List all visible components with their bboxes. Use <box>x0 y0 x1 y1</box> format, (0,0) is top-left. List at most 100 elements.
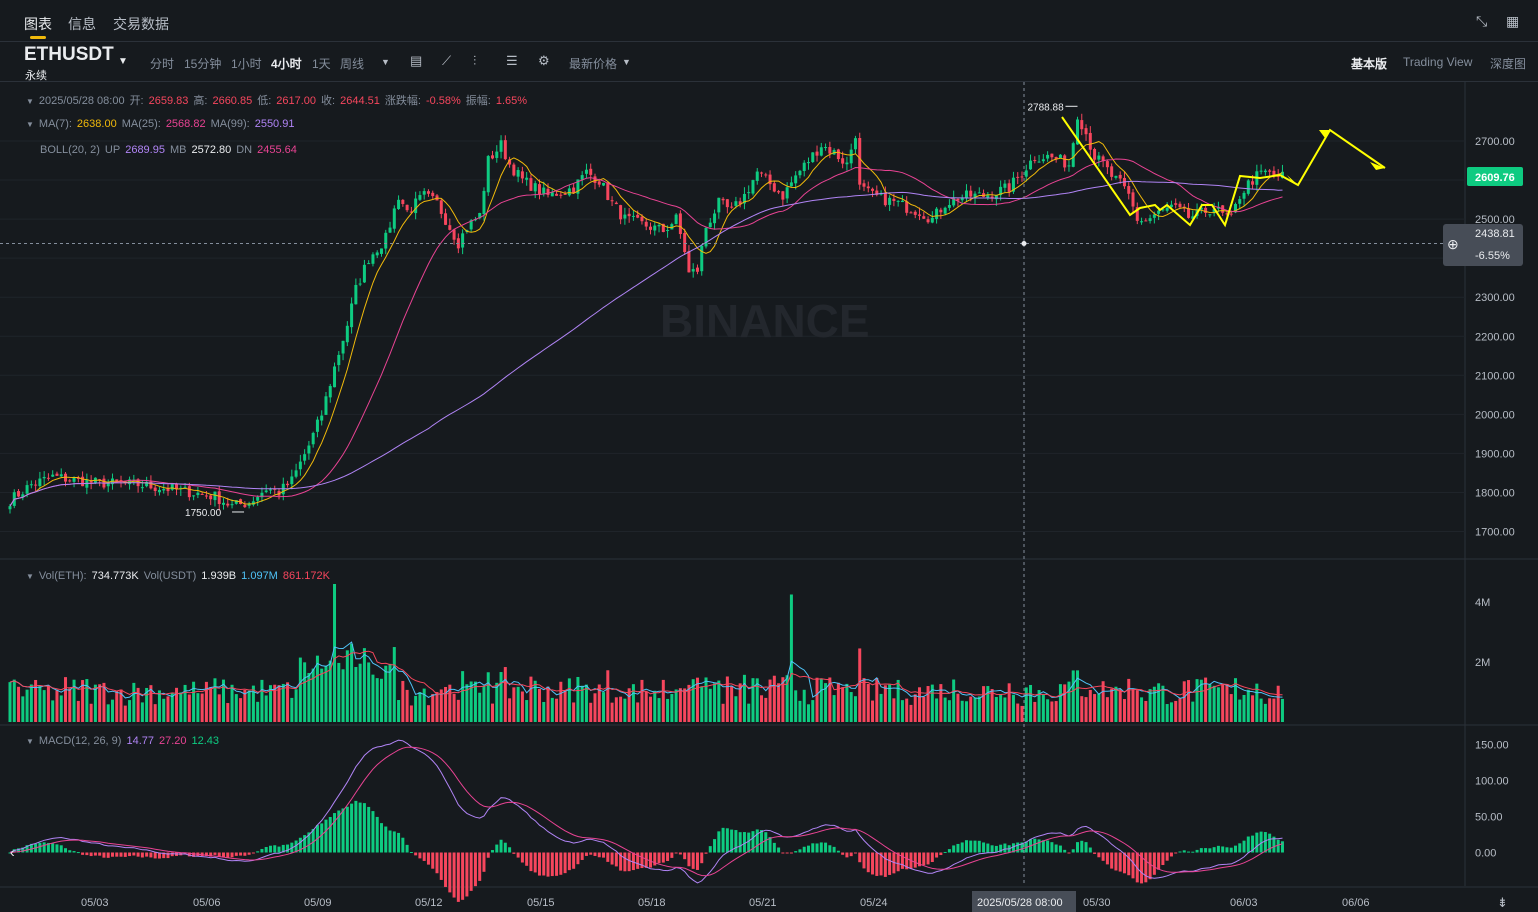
timeframe-time[interactable]: 分时 <box>150 57 175 71</box>
volume-bar <box>157 690 161 722</box>
timeframe-4h[interactable]: 4小时 <box>271 57 302 71</box>
candle-body <box>550 192 554 197</box>
volume-bar <box>1216 687 1220 722</box>
volume-bar <box>362 648 366 722</box>
more-timeframes-icon[interactable]: ▼ <box>381 57 390 67</box>
collapse-caret-icon[interactable]: ▼ <box>26 97 34 106</box>
view-basic[interactable]: 基本版 <box>1351 57 1388 71</box>
scale-toggle-icon[interactable]: ⇟ <box>1497 895 1508 910</box>
macd-histogram-bar <box>354 800 358 853</box>
volume-bar <box>8 682 12 722</box>
low-label: 低: <box>257 95 272 107</box>
price-type-select[interactable]: 最新价格 <box>569 57 618 71</box>
tab-chart[interactable]: 图表 <box>24 16 52 32</box>
macd-histogram-bar <box>952 845 956 853</box>
macd-histogram-bar <box>1246 836 1250 853</box>
boll-up-value: 2689.95 <box>125 144 165 156</box>
volume-bar <box>892 698 896 722</box>
timeframe-1h[interactable]: 1小时 <box>231 57 262 71</box>
settings-gear-icon[interactable]: ⚙ <box>538 53 550 68</box>
macd-histogram-bar <box>341 808 345 853</box>
volume-bar <box>1212 685 1216 722</box>
volume-bar <box>1084 697 1088 722</box>
volume-bar <box>836 682 840 722</box>
ma25-value: 2568.82 <box>165 118 206 130</box>
candle-body <box>1011 177 1015 192</box>
macd-histogram-bar <box>358 802 362 853</box>
volume-bar <box>986 686 990 722</box>
view-tradingview[interactable]: Trading View <box>1403 55 1473 69</box>
candle-body <box>589 168 593 175</box>
tab-trading-data[interactable]: 交易数据 <box>113 16 169 32</box>
macd-histogram-bar <box>918 852 922 867</box>
macd-histogram-bar <box>46 842 50 853</box>
volume-bar <box>1003 697 1007 722</box>
collapse-caret-icon[interactable]: ▼ <box>26 572 34 581</box>
view-depth[interactable]: 深度图 <box>1490 57 1527 71</box>
macd-histogram-bar <box>1251 835 1255 853</box>
macd-histogram-bar <box>145 852 149 857</box>
candle-body <box>657 225 661 227</box>
indicator-icon[interactable]: ⟋ <box>442 53 452 68</box>
macd-histogram-bar <box>337 810 341 853</box>
layout-grid-icon[interactable]: ▦ <box>1506 13 1520 29</box>
volume-bar <box>815 677 819 722</box>
boll-mb-label: MB <box>169 144 187 156</box>
candle-body <box>1229 213 1233 215</box>
candle-body <box>333 366 337 388</box>
symbol-dropdown-icon[interactable]: ▼ <box>118 56 128 67</box>
macd-histogram-bar <box>811 843 815 853</box>
volume-bar <box>559 681 563 722</box>
collapse-caret-icon[interactable]: ▼ <box>26 120 34 129</box>
timeframe-15m[interactable]: 15分钟 <box>184 57 222 71</box>
ma7-line <box>9 141 1283 507</box>
volume-bar <box>482 685 486 722</box>
volume-bar <box>452 693 456 722</box>
volume-bar <box>806 704 810 722</box>
candle-body <box>935 208 939 220</box>
candle-body <box>34 484 38 486</box>
candle-body <box>209 495 213 500</box>
macd-histogram-bar <box>1097 852 1101 858</box>
volume-bar <box>115 690 119 722</box>
template-icon[interactable]: ☰ <box>506 53 518 68</box>
tab-info[interactable]: 信息 <box>68 16 96 32</box>
scroll-left-icon[interactable]: ‹ <box>10 844 15 860</box>
volume-bar <box>1268 698 1272 722</box>
volume-bar <box>520 691 524 722</box>
price-type-chevron-icon[interactable]: ▼ <box>622 57 631 67</box>
volume-bar <box>153 704 157 722</box>
macd-histogram-bar <box>345 806 349 853</box>
volume-bar <box>1276 685 1280 722</box>
calendar-icon[interactable]: ▤ <box>410 53 423 68</box>
candle-body <box>81 476 85 487</box>
macd-histogram-bar <box>350 803 354 853</box>
candle-body <box>256 496 260 501</box>
volume-bar <box>1191 701 1195 722</box>
candle-body <box>115 479 119 482</box>
volume-bar <box>64 677 68 722</box>
volume-bar <box>439 689 443 722</box>
candle-body <box>264 490 268 492</box>
candle-type-icon[interactable]: ⫶ <box>473 53 477 68</box>
collapse-caret-icon[interactable]: ▼ <box>26 737 34 746</box>
timeframe-1w[interactable]: 周线 <box>340 57 365 71</box>
macd-histogram-bar <box>841 852 845 855</box>
candle-body <box>38 478 42 487</box>
collapse-icon[interactable]: ⤡ <box>1476 13 1488 29</box>
volume-bar <box>606 670 610 722</box>
macd-histogram-bar <box>764 832 768 853</box>
volume-bar <box>1272 698 1276 722</box>
macd-histogram-bar <box>1127 852 1131 876</box>
timeframe-1d[interactable]: 1天 <box>312 57 331 71</box>
macd-histogram-bar <box>320 823 324 853</box>
macd-histogram-bar <box>508 847 512 853</box>
volume-bar <box>495 682 499 722</box>
macd-histogram-bar <box>1195 849 1199 853</box>
macd-histogram-bar <box>499 839 503 853</box>
symbol-name[interactable]: ETHUSDT <box>24 44 114 65</box>
volume-bar <box>140 702 144 722</box>
ma99-label: MA(99): <box>210 118 250 130</box>
volume-bar <box>1161 685 1165 722</box>
